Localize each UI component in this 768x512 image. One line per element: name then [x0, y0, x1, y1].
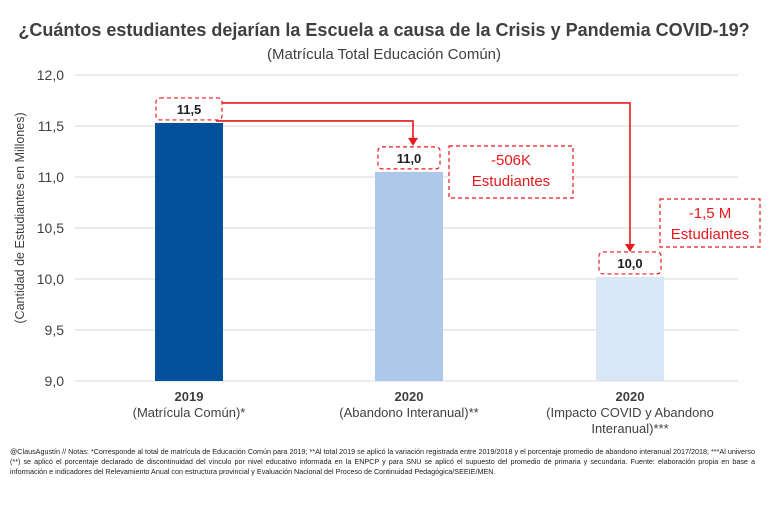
arrow-head	[408, 137, 418, 146]
data-label-box	[155, 97, 223, 121]
annotation-text: Estudiantes	[671, 226, 749, 243]
annotation-box	[659, 198, 761, 248]
arrow-line	[222, 102, 631, 246]
bar-chart: 9,0 9,5 10,0 10,5 11,0 11,5 12,0 2019(Matrícul…	[13, 67, 761, 436]
y-tick-label: 9,5	[45, 322, 65, 338]
y-tick-label: 11,0	[38, 169, 64, 185]
annotations: -506K Estudiantes -1,5 M Estudiantes	[448, 145, 761, 248]
y-tick-label: 12,0	[37, 67, 64, 83]
x-tick-label: (Impacto COVID y Abandono	[546, 405, 714, 420]
y-tick-label: 10,0	[37, 271, 64, 287]
data-label: 11,0	[397, 151, 422, 166]
arrows	[216, 102, 635, 252]
annotation-text: -1,5 M	[689, 205, 732, 222]
y-tick-label: 9,0	[45, 373, 65, 389]
chart-subtitle: (Matrícula Total Educación Común)	[267, 46, 501, 63]
x-tick-label: (Matrícula Común)*	[133, 405, 246, 420]
chart-title: ¿Cuántos estudiantes dejarían la Escuela…	[18, 20, 750, 40]
x-tick-label: Interanual)***	[591, 421, 668, 436]
footnote: @ClausAgustín // Notas: *Corresponde al …	[10, 447, 755, 476]
x-tick-label: (Abandono Interanual)**	[339, 405, 479, 420]
x-axis-ticks: 2019(Matrícula Común)*2020(Abandono Inte…	[133, 389, 714, 436]
x-tick-label: 2020	[395, 389, 424, 404]
annotation-text: Estudiantes	[472, 173, 550, 190]
y-tick-label: 11,5	[38, 118, 64, 134]
bars	[155, 122, 664, 381]
data-label-box	[377, 146, 441, 170]
data-label: 10,0	[617, 256, 642, 271]
data-label-box	[598, 251, 662, 275]
bar	[155, 122, 223, 381]
x-tick-label: 2019	[175, 389, 204, 404]
y-axis-ticks: 9,0 9,5 10,0 10,5 11,0 11,5 12,0	[37, 67, 64, 389]
annotation-box	[448, 145, 574, 199]
data-labels: 11,5 11,0 10,0	[155, 97, 662, 275]
arrow-line	[216, 120, 414, 140]
data-label: 11,5	[177, 102, 202, 117]
arrow-head	[625, 243, 635, 252]
bar	[375, 171, 443, 381]
y-axis-label: (Cantidad de Estudiantes en Millones)	[13, 112, 27, 323]
bar	[596, 276, 664, 381]
annotation-text: -506K	[491, 152, 531, 169]
x-tick-label: 2020	[616, 389, 645, 404]
y-tick-label: 10,5	[37, 220, 64, 236]
